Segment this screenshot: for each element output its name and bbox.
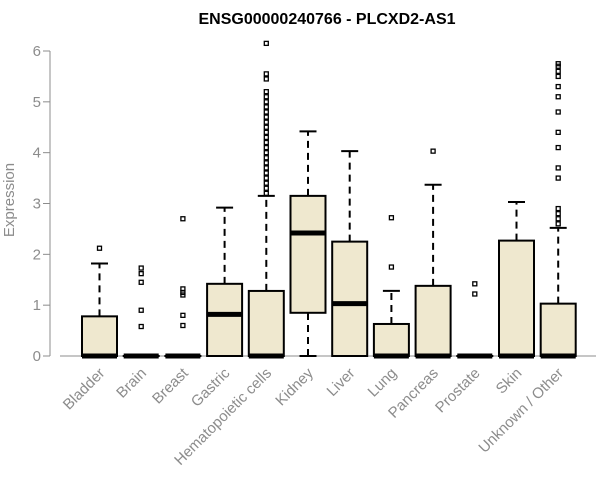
box-body: [372, 322, 410, 358]
outlier-point: [263, 165, 269, 171]
outlier-point: [263, 150, 269, 156]
box-hematopoietic-cells: [247, 40, 285, 359]
outlier-point: [263, 190, 269, 196]
y-tick-label: 2: [33, 246, 41, 263]
outlier-point: [263, 160, 269, 166]
y-tick-label: 4: [33, 145, 41, 162]
chart-title: ENSG00000240766 - PLCXD2-AS1: [198, 11, 455, 28]
outlier-point: [263, 144, 269, 151]
x-tick-label: Lung: [365, 365, 401, 401]
outlier-point: [555, 109, 561, 115]
outlier-point: [180, 286, 186, 292]
outlier-point: [263, 71, 269, 77]
outlier-point: [263, 155, 269, 161]
outlier-point: [180, 322, 186, 329]
box-body: [331, 240, 369, 357]
outlier-point: [555, 144, 561, 151]
outlier-point: [180, 312, 186, 318]
outlier-point: [555, 73, 561, 80]
outlier-point: [138, 265, 144, 271]
box-kidney: [289, 130, 327, 357]
outlier-point: [430, 148, 436, 154]
x-tick-label: Kidney: [272, 364, 317, 409]
box-gastric: [206, 206, 244, 358]
box-body: [206, 282, 244, 358]
x-tick-label: Breast: [149, 364, 192, 407]
box-body: [81, 315, 118, 358]
outlier-point: [263, 185, 269, 191]
outlier-point: [138, 279, 144, 285]
outlier-point: [388, 215, 395, 221]
outlier-point: [263, 175, 269, 181]
outlier-point: [263, 170, 269, 176]
outlier-point: [263, 109, 269, 115]
outlier-point: [388, 264, 395, 270]
box-pancreas: [414, 148, 452, 359]
outlier-point: [138, 323, 144, 330]
outlier-point: [555, 221, 561, 227]
outlier-point: [263, 119, 269, 125]
outlier-point: [555, 94, 561, 100]
outlier-point: [555, 83, 561, 90]
outlier-point: [555, 165, 561, 171]
outlier-point: [263, 76, 269, 82]
x-tick-label: Brain: [113, 365, 150, 402]
outlier-point: [180, 216, 186, 222]
outlier-point: [263, 129, 269, 135]
outlier-point: [96, 245, 103, 251]
y-axis-label: Expression: [1, 163, 18, 237]
outlier-point: [555, 68, 561, 74]
box-breast: [164, 216, 202, 359]
box-liver: [331, 150, 369, 357]
box-skin: [498, 200, 535, 359]
box-lung: [372, 215, 410, 359]
outlier-point: [555, 216, 561, 222]
outlier-point: [263, 99, 269, 105]
outlier-point: [263, 139, 269, 146]
y-axis: 0 1 2 3 4 5 6: [33, 43, 51, 365]
y-tick-label: 3: [33, 196, 41, 213]
outlier-point: [138, 270, 144, 277]
box-unknown-other: [539, 61, 577, 359]
outlier-point: [555, 211, 561, 217]
box-body: [414, 284, 452, 358]
x-tick-label: Skin: [493, 365, 526, 398]
x-tick-label: Prostate: [432, 365, 484, 417]
box-prostate: [456, 281, 494, 359]
y-tick-label: 1: [33, 297, 41, 314]
outlier-point: [555, 61, 561, 67]
outlier-point: [263, 40, 269, 47]
outlier-point: [555, 205, 561, 212]
outlier-point: [555, 175, 561, 181]
outlier-point: [263, 180, 269, 186]
y-tick-label: 6: [33, 43, 41, 60]
box-bladder: [81, 245, 118, 359]
box-body: [498, 239, 535, 358]
outlier-point: [263, 104, 269, 110]
outlier-point: [263, 114, 269, 120]
outlier-point: [472, 281, 478, 287]
y-tick-label: 0: [33, 348, 41, 365]
outlier-point: [263, 89, 269, 95]
outlier-point: [263, 124, 269, 130]
box-body: [289, 194, 327, 314]
outlier-point: [472, 291, 478, 297]
plot-area: [81, 40, 577, 359]
x-tick-label: Bladder: [60, 365, 109, 414]
x-tick-label: Liver: [324, 365, 359, 400]
outlier-point: [263, 94, 269, 100]
box-body: [539, 302, 577, 357]
y-tick-label: 5: [33, 94, 41, 111]
box-brain: [122, 265, 160, 359]
outlier-point: [138, 307, 144, 313]
outlier-point: [555, 129, 561, 135]
box-body: [247, 289, 285, 357]
outlier-point: [263, 134, 269, 141]
